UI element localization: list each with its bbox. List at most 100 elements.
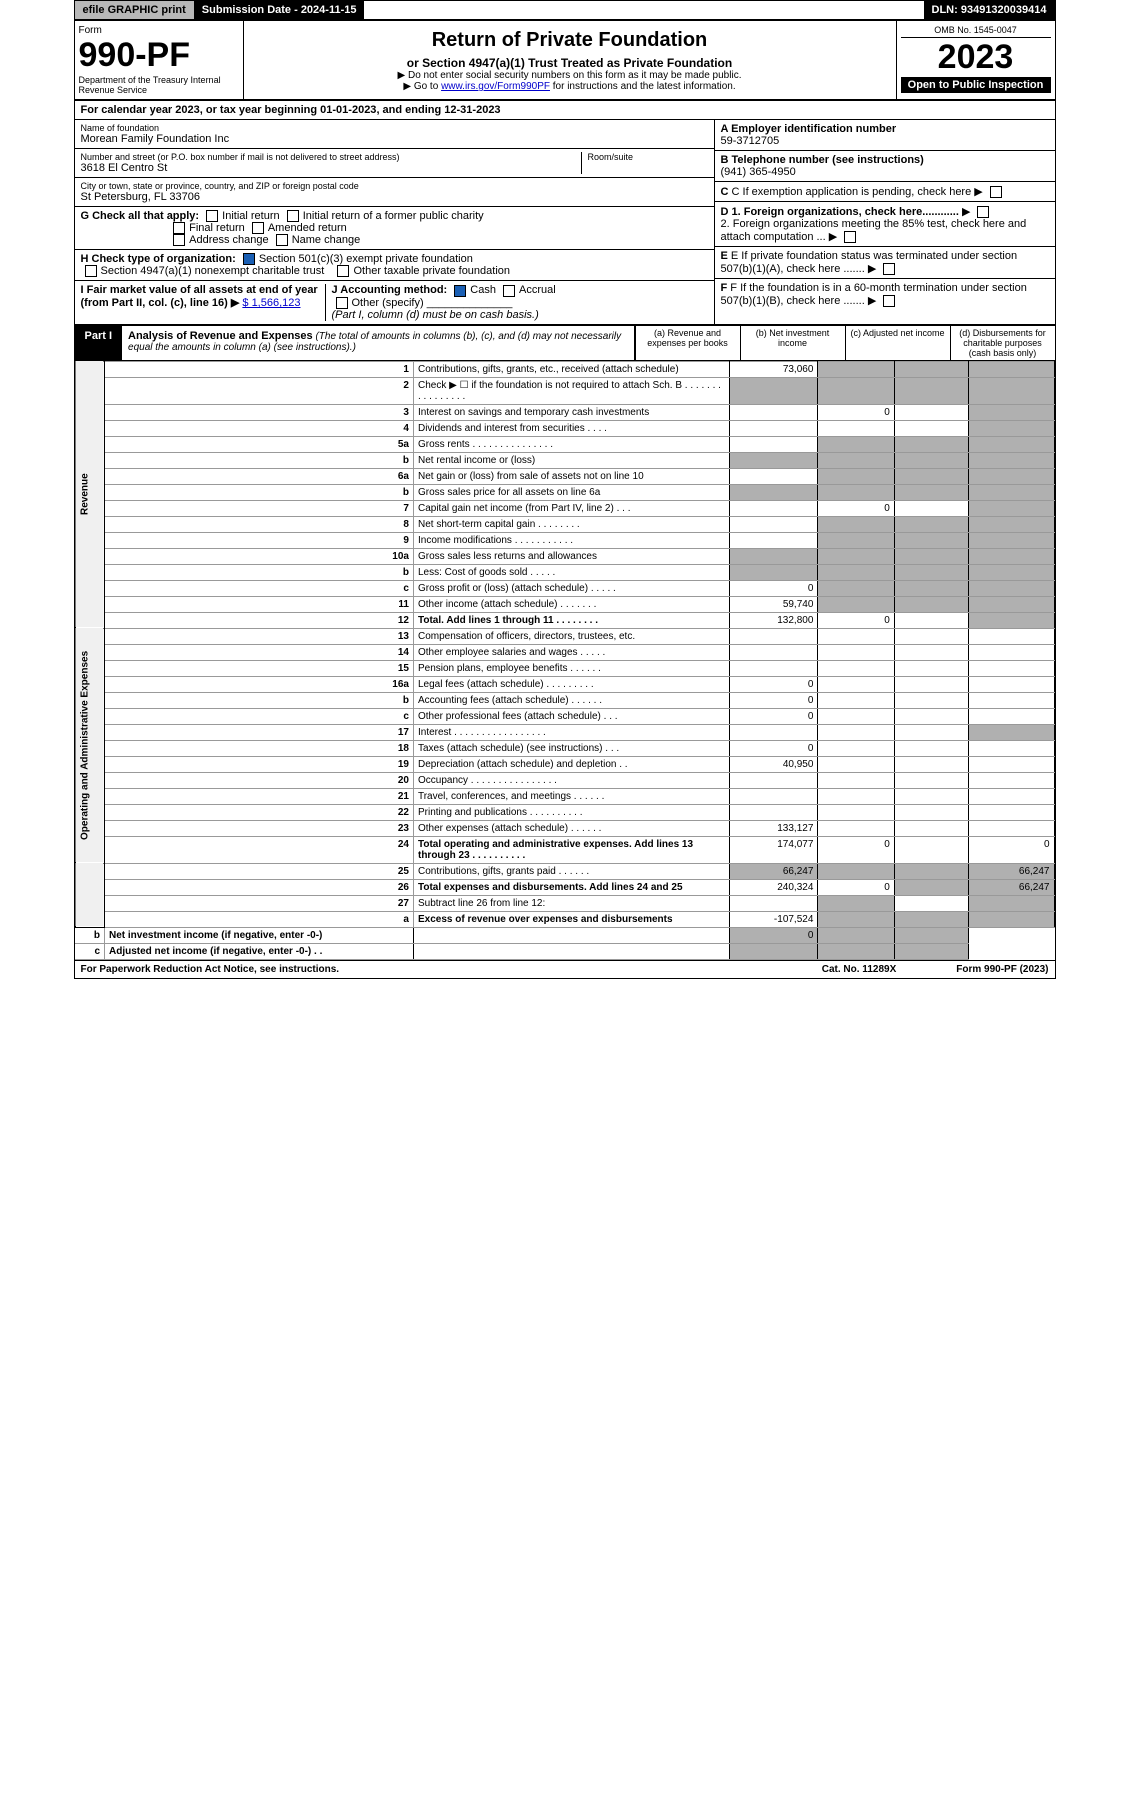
header-right: OMB No. 1545-0047 2023 Open to Public In…: [896, 21, 1055, 99]
checkbox-name[interactable]: [276, 234, 288, 246]
footer-cat: Cat. No. 11289X: [822, 964, 896, 975]
cell-b: 0: [730, 927, 818, 943]
line-row: bLess: Cost of goods sold . . . . .: [75, 564, 1054, 580]
line-desc: Contributions, gifts, grants, etc., rece…: [413, 361, 729, 377]
cell-d: [894, 927, 969, 943]
cell-d: [969, 580, 1054, 596]
box-b: B Telephone number (see instructions)(94…: [715, 151, 1055, 182]
cell-a: 66,247: [730, 863, 818, 879]
line-desc: Dividends and interest from securities .…: [413, 420, 729, 436]
line-row: 2Check ▶ ☐ if the foundation is not requ…: [75, 377, 1054, 404]
cell-a: 0: [730, 692, 818, 708]
cell-a: [413, 943, 729, 959]
cell-b: [818, 804, 894, 820]
checkbox-initial-former[interactable]: [287, 210, 299, 222]
cell-c: [894, 628, 969, 644]
line-desc: Capital gain net income (from Part IV, l…: [413, 500, 729, 516]
form-title: Return of Private Foundation: [248, 29, 892, 52]
cell-d: [969, 612, 1054, 628]
line-row: 7Capital gain net income (from Part IV, …: [75, 500, 1054, 516]
checkbox-f[interactable]: [883, 295, 895, 307]
footer-left: For Paperwork Reduction Act Notice, see …: [81, 964, 340, 975]
part1-label: Part I: [75, 326, 123, 360]
form-label: Form: [79, 25, 239, 36]
cell-d: [969, 596, 1054, 612]
cell-d: [969, 452, 1054, 468]
line-row: 15Pension plans, employee benefits . . .…: [75, 660, 1054, 676]
cell-d: 66,247: [969, 879, 1054, 895]
cell-b: 0: [818, 404, 894, 420]
checkbox-d1[interactable]: [977, 206, 989, 218]
checkbox-4947[interactable]: [85, 265, 97, 277]
line-num: 2: [105, 377, 414, 404]
line-row: bAccounting fees (attach schedule) . . .…: [75, 692, 1054, 708]
cell-a: [730, 436, 818, 452]
checkbox-cash[interactable]: [454, 285, 466, 297]
cell-c: [894, 724, 969, 740]
submission-date: Submission Date - 2024-11-15: [194, 1, 365, 19]
cell-b: [818, 628, 894, 644]
cell-d: [969, 788, 1054, 804]
cell-c: [894, 756, 969, 772]
cell-c: [894, 911, 969, 927]
line-row: 22Printing and publications . . . . . . …: [75, 804, 1054, 820]
line-desc: Subtract line 26 from line 12:: [413, 895, 729, 911]
line-num: 25: [105, 863, 414, 879]
cell-a: [730, 895, 818, 911]
section-net: [75, 863, 105, 927]
section-revenue: Revenue: [75, 361, 105, 628]
cell-d: [969, 516, 1054, 532]
irs-link[interactable]: www.irs.gov/Form990PF: [441, 81, 550, 92]
cell-b: [818, 724, 894, 740]
cell-b: [818, 660, 894, 676]
line-num: 14: [105, 644, 414, 660]
footer: For Paperwork Reduction Act Notice, see …: [75, 960, 1055, 978]
line-num: 3: [105, 404, 414, 420]
box-f: F F If the foundation is in a 60-month t…: [715, 279, 1055, 310]
cell-b: [818, 548, 894, 564]
checkbox-other-acct[interactable]: [336, 297, 348, 309]
line-desc: Adjusted net income (if negative, enter …: [105, 943, 414, 959]
cell-a: [730, 628, 818, 644]
cell-c: [894, 879, 969, 895]
checkbox-c[interactable]: [990, 186, 1002, 198]
cell-d: 0: [969, 836, 1054, 863]
line-num: 11: [105, 596, 414, 612]
department: Department of the Treasury Internal Reve…: [79, 75, 239, 95]
cell-d: [969, 911, 1054, 927]
line-row: 12Total. Add lines 1 through 11 . . . . …: [75, 612, 1054, 628]
checkbox-initial[interactable]: [206, 210, 218, 222]
cell-c: [894, 708, 969, 724]
checkbox-accrual[interactable]: [503, 285, 515, 297]
cell-d: [969, 895, 1054, 911]
box-d: D 1. Foreign organizations, check here..…: [715, 202, 1055, 247]
line-desc: Taxes (attach schedule) (see instruction…: [413, 740, 729, 756]
checkbox-address[interactable]: [173, 234, 185, 246]
line-desc: Total operating and administrative expen…: [413, 836, 729, 863]
cell-a: [730, 548, 818, 564]
cell-b: [818, 863, 894, 879]
line-desc: Other employee salaries and wages . . . …: [413, 644, 729, 660]
line-row: 20Occupancy . . . . . . . . . . . . . . …: [75, 772, 1054, 788]
line-row: Operating and Administrative Expenses13C…: [75, 628, 1054, 644]
checkbox-other-tax[interactable]: [337, 265, 349, 277]
fmv-link[interactable]: $ 1,566,123: [242, 297, 300, 309]
checkbox-final[interactable]: [173, 222, 185, 234]
line-desc: Gross sales less returns and allowances: [413, 548, 729, 564]
line-num: 5a: [105, 436, 414, 452]
checkbox-amended[interactable]: [252, 222, 264, 234]
line-row: aExcess of revenue over expenses and dis…: [75, 911, 1054, 927]
checkbox-e[interactable]: [883, 263, 895, 275]
line-row: bNet investment income (if negative, ent…: [75, 927, 1054, 943]
checkbox-501c3[interactable]: [243, 253, 255, 265]
line-desc: Net short-term capital gain . . . . . . …: [413, 516, 729, 532]
city-cell: City or town, state or province, country…: [75, 178, 714, 207]
col-a: (a) Revenue and expenses per books: [635, 326, 740, 360]
cell-c: [894, 660, 969, 676]
checkbox-d2[interactable]: [844, 231, 856, 243]
cell-a: [730, 532, 818, 548]
line-row: cGross profit or (loss) (attach schedule…: [75, 580, 1054, 596]
cell-b: [818, 436, 894, 452]
line-row: 18Taxes (attach schedule) (see instructi…: [75, 740, 1054, 756]
line-row: cAdjusted net income (if negative, enter…: [75, 943, 1054, 959]
